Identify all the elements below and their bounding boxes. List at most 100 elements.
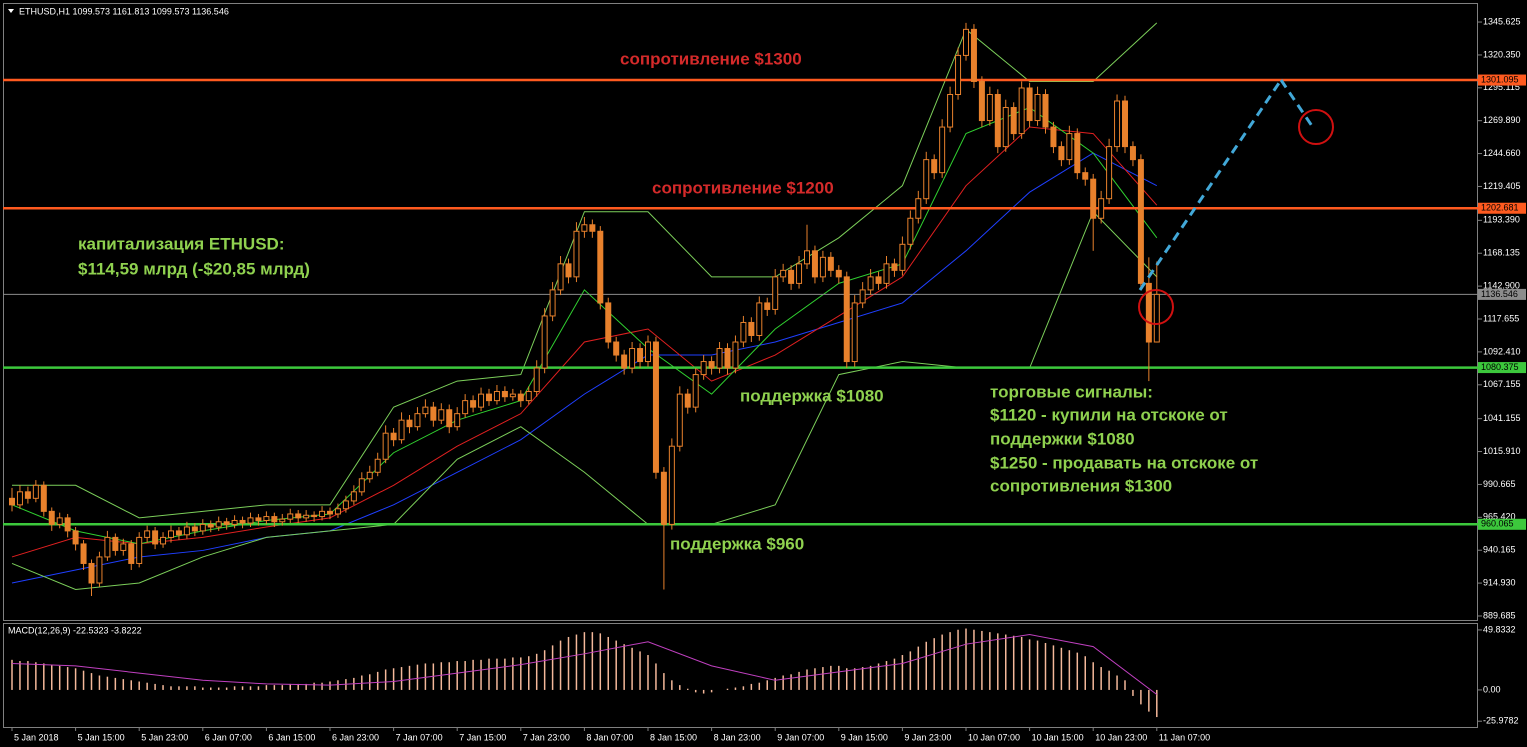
candle-body: [287, 513, 294, 520]
candle-body: [1137, 159, 1144, 284]
candle-body: [668, 445, 675, 525]
candle-body: [48, 510, 55, 525]
candle-body: [319, 510, 326, 518]
price-line-tag: [1478, 288, 1526, 300]
candle-body: [271, 516, 278, 523]
macd-tick-label: 0.00: [1483, 684, 1501, 694]
level-line-tag: [1478, 202, 1526, 214]
forecast-up: [1138, 79, 1283, 291]
candle-body: [215, 521, 222, 528]
x-tick-label: 11 Jan 07:00: [1159, 732, 1210, 742]
y-tick-label: 1219.405: [1483, 181, 1521, 191]
candle-body: [350, 491, 357, 502]
annotation: $114,59 млрд (-$20,85 млрд): [78, 259, 310, 278]
candle-body: [72, 530, 79, 545]
candle-body: [32, 484, 39, 499]
annotation: капитализация ETHUSD:: [78, 234, 285, 253]
candle-body: [168, 530, 174, 538]
x-tick-label: 10 Jan 23:00: [1095, 732, 1147, 742]
level-line-label: 1080.375: [1481, 362, 1519, 372]
candle-body: [231, 519, 238, 525]
candle-body: [501, 391, 508, 398]
candle-body: [9, 497, 15, 506]
y-tick-label: 940.165: [1483, 545, 1516, 555]
candle-body: [342, 500, 349, 510]
candle-body: [883, 263, 890, 284]
sell-circle: [1298, 109, 1334, 145]
candle-body: [573, 230, 580, 278]
annotation: сопротивления $1300: [990, 476, 1172, 495]
y-tick-label: 990.665: [1483, 479, 1516, 489]
candle-body: [541, 315, 548, 369]
candle-body: [955, 54, 962, 95]
price-line-label: 1136.546: [1481, 289, 1518, 299]
candle-body: [430, 406, 437, 421]
candle-body: [1129, 146, 1136, 161]
candle-body: [931, 159, 938, 174]
candle-body: [835, 269, 842, 278]
candle-body: [708, 361, 715, 369]
candle-body: [1042, 93, 1049, 128]
candle-body: [804, 250, 810, 265]
main-panel: [3, 3, 1478, 621]
candle-body: [819, 256, 826, 278]
indicator-line: [11, 126, 1158, 558]
macd-tick-label: -25.9782: [1483, 716, 1519, 726]
candle-body: [676, 393, 683, 447]
x-tick-label: 9 Jan 23:00: [904, 732, 951, 742]
candle-body: [470, 400, 477, 408]
candle-body: [80, 543, 87, 564]
candle-body: [334, 508, 341, 515]
y-tick-label: 1041.155: [1483, 413, 1521, 423]
level-line-label: 1202.681: [1481, 203, 1519, 213]
x-tick-label: 9 Jan 07:00: [777, 732, 824, 742]
candle-body: [136, 536, 143, 564]
x-tick-label: 6 Jan 07:00: [205, 732, 252, 742]
candle-body: [104, 536, 111, 558]
candle-body: [517, 393, 524, 402]
x-tick-label: 5 Jan 15:00: [78, 732, 125, 742]
candle-body: [406, 419, 413, 428]
candle-body: [939, 126, 946, 174]
candle-body: [88, 562, 95, 584]
x-tick-label: 7 Jan 23:00: [523, 732, 570, 742]
annotation: поддержка $960: [670, 534, 804, 553]
candle-body: [183, 526, 190, 536]
candle-body: [994, 93, 1001, 148]
header: ETHUSD,H1 1099.573 1161.813 1099.573 113…: [19, 6, 229, 16]
candle-body: [390, 432, 397, 441]
x-tick-label: 10 Jan 07:00: [968, 732, 1020, 742]
x-tick-label: 5 Jan 2018: [14, 732, 59, 742]
macd-panel: [3, 623, 1478, 728]
candle-body: [1090, 178, 1097, 219]
candle-body: [96, 556, 103, 584]
y-tick-label: 914.930: [1483, 577, 1516, 587]
candle-body: [788, 269, 795, 284]
candle-body: [978, 80, 985, 122]
y-tick-label: 1193.390: [1483, 215, 1520, 225]
y-tick-label: 1168.135: [1483, 248, 1520, 258]
candle-body: [851, 302, 858, 363]
candle-body: [1153, 293, 1160, 343]
y-tick-label: 889.685: [1483, 610, 1516, 620]
candle-body: [478, 393, 485, 408]
candle-body: [1122, 100, 1128, 148]
candle-body: [16, 491, 23, 506]
annotation: поддержка $1080: [740, 386, 884, 405]
candle-body: [525, 391, 532, 402]
y-tick-label: 1320.350: [1483, 49, 1521, 59]
candle-body: [175, 530, 182, 536]
candle-body: [152, 530, 159, 545]
level-line-tag: [1478, 74, 1526, 86]
y-tick-label: 1345.625: [1483, 16, 1521, 26]
candle-body: [740, 321, 747, 343]
candle-body: [899, 243, 906, 271]
candle-body: [772, 276, 779, 310]
candle-body: [263, 516, 270, 521]
candle-body: [279, 518, 286, 523]
candle-body: [366, 471, 373, 480]
level-line-label: 1301.095: [1481, 74, 1519, 84]
y-tick-label: 1244.660: [1483, 148, 1521, 158]
candle-body: [597, 230, 604, 304]
